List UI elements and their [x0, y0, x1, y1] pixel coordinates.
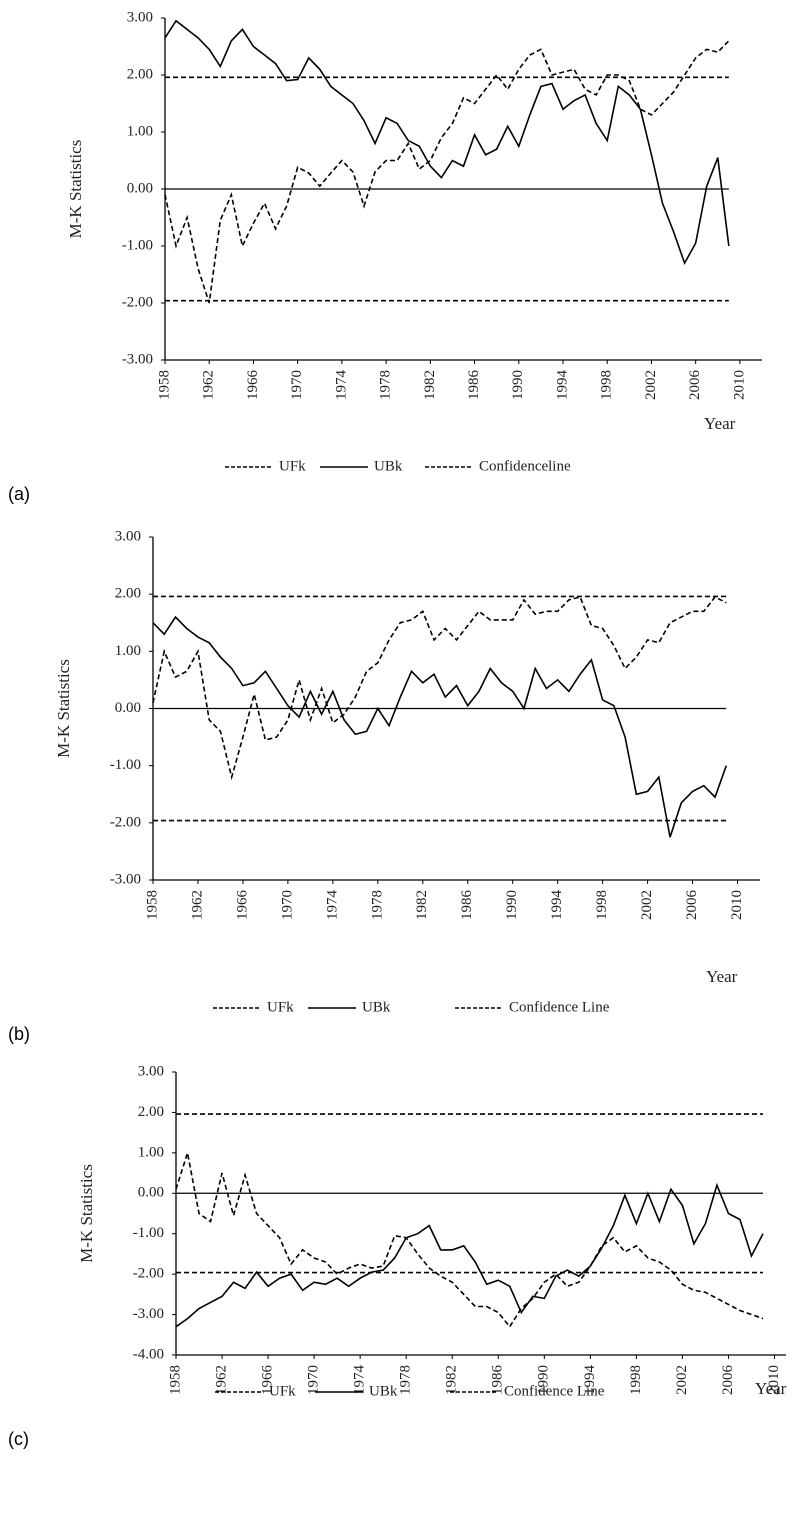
x-tick-label: 1974: [352, 1365, 368, 1396]
x-tick-label: 1990: [510, 370, 526, 400]
x-axis-label: Year: [704, 414, 736, 433]
y-axis-label: M-K Statistics: [54, 659, 73, 758]
chart-panel: 3.00 2.00 1.00 0.00 -1.00 -2.00 -3.00 -4.001958…: [8, 1063, 787, 1448]
x-tick-label: 1966: [245, 370, 261, 401]
x-tick-label: 1998: [628, 1365, 644, 1395]
y-tick-label: 3.00: [115, 528, 141, 544]
x-tick-label: 1994: [582, 1365, 598, 1396]
x-tick-label: 2002: [639, 890, 655, 920]
x-tick-label: 1978: [398, 1365, 414, 1395]
x-tick-label: 1994: [554, 370, 570, 401]
series-line: [164, 19, 730, 266]
y-tick-label: -3.00: [110, 871, 141, 887]
x-tick-label: 1998: [599, 370, 615, 400]
x-tick-label: 1974: [324, 890, 340, 921]
y-tick-label: 2.00: [138, 1104, 164, 1120]
legend-label: UFk: [267, 999, 294, 1015]
x-tick-label: 1982: [422, 370, 438, 400]
x-tick-label: 1970: [306, 1365, 322, 1395]
x-tick-label: 2006: [720, 1365, 736, 1396]
legend-label: UBk: [369, 1383, 398, 1399]
legend-label: UBk: [362, 999, 391, 1015]
y-tick-label: 0.00: [127, 180, 153, 196]
x-tick-label: 2010: [731, 370, 747, 400]
x-axis-label: Year: [706, 967, 738, 986]
panel-label: (c): [8, 1429, 29, 1449]
x-tick-label: 1958: [167, 1365, 183, 1395]
legend-label: Confidenceline: [479, 458, 571, 474]
legend-label: UFk: [269, 1383, 296, 1399]
y-tick-label: 1.00: [127, 123, 153, 139]
panel-label: (a): [8, 484, 30, 504]
legend-label: UBk: [374, 458, 403, 474]
y-tick-label: -3.00: [122, 351, 153, 367]
y-tick-label: 2.00: [127, 66, 153, 82]
x-tick-label: 1982: [414, 890, 430, 920]
y-tick-label: 2.00: [115, 586, 141, 602]
x-tick-label: 2010: [729, 890, 745, 920]
legend-label: Confidence Line: [504, 1383, 605, 1399]
series-line: [164, 40, 730, 304]
y-tick-label: 3.00: [127, 9, 153, 25]
y-tick-label: -2.00: [110, 814, 141, 830]
x-tick-label: 1962: [201, 370, 217, 400]
x-tick-label: 1966: [260, 1365, 276, 1396]
x-tick-label: 1970: [289, 370, 305, 400]
series-line: [175, 1152, 764, 1329]
x-tick-label: 1978: [369, 890, 385, 920]
x-tick-label: 1986: [466, 370, 482, 401]
x-tick-label: 1962: [189, 890, 205, 920]
x-tick-label: 1962: [213, 1365, 229, 1395]
y-tick-label: -1.00: [110, 757, 141, 773]
x-tick-label: 1986: [490, 1365, 506, 1396]
x-tick-label: 1974: [333, 370, 349, 401]
x-tick-label: 2010: [766, 1365, 782, 1395]
x-tick-label: 1990: [536, 1365, 552, 1395]
y-tick-label: -3.00: [133, 1306, 164, 1322]
y-tick-label: -1.00: [122, 237, 153, 253]
x-tick-label: 1986: [459, 890, 475, 921]
series-line: [152, 596, 727, 781]
x-tick-label: 1958: [144, 890, 160, 920]
series-line: [175, 1182, 764, 1328]
y-tick-label: -2.00: [122, 294, 153, 310]
x-tick-label: 1970: [279, 890, 295, 920]
y-tick-label: -2.00: [133, 1266, 164, 1282]
x-axis-label: Year: [755, 1379, 787, 1398]
legend-label: Confidence Line: [509, 999, 610, 1015]
x-tick-label: 1958: [156, 370, 172, 400]
x-tick-label: 2006: [687, 370, 703, 401]
y-tick-label: 1.00: [138, 1144, 164, 1160]
y-tick-label: 1.00: [115, 643, 141, 659]
x-tick-label: 1982: [444, 1365, 460, 1395]
y-axis-label: M-K Statistics: [66, 140, 85, 239]
y-tick-label: -4.00: [133, 1346, 164, 1362]
x-tick-label: 1978: [378, 370, 394, 400]
x-tick-label: 1990: [504, 890, 520, 920]
x-tick-label: 1994: [549, 890, 565, 921]
y-tick-label: 3.00: [138, 1063, 164, 1079]
x-tick-label: 2002: [674, 1365, 690, 1395]
x-tick-label: 1966: [234, 890, 250, 921]
y-axis-label: M-K Statistics: [77, 1164, 96, 1263]
x-tick-label: 2002: [643, 370, 659, 400]
y-tick-label: 0.00: [115, 700, 141, 716]
y-tick-label: 0.00: [138, 1185, 164, 1201]
y-tick-label: -1.00: [133, 1225, 164, 1241]
panel-label: (b): [8, 1024, 30, 1044]
x-tick-label: 2006: [684, 890, 700, 921]
x-tick-label: 1998: [594, 890, 610, 920]
legend-label: UFk: [279, 458, 306, 474]
series-line: [152, 615, 728, 838]
